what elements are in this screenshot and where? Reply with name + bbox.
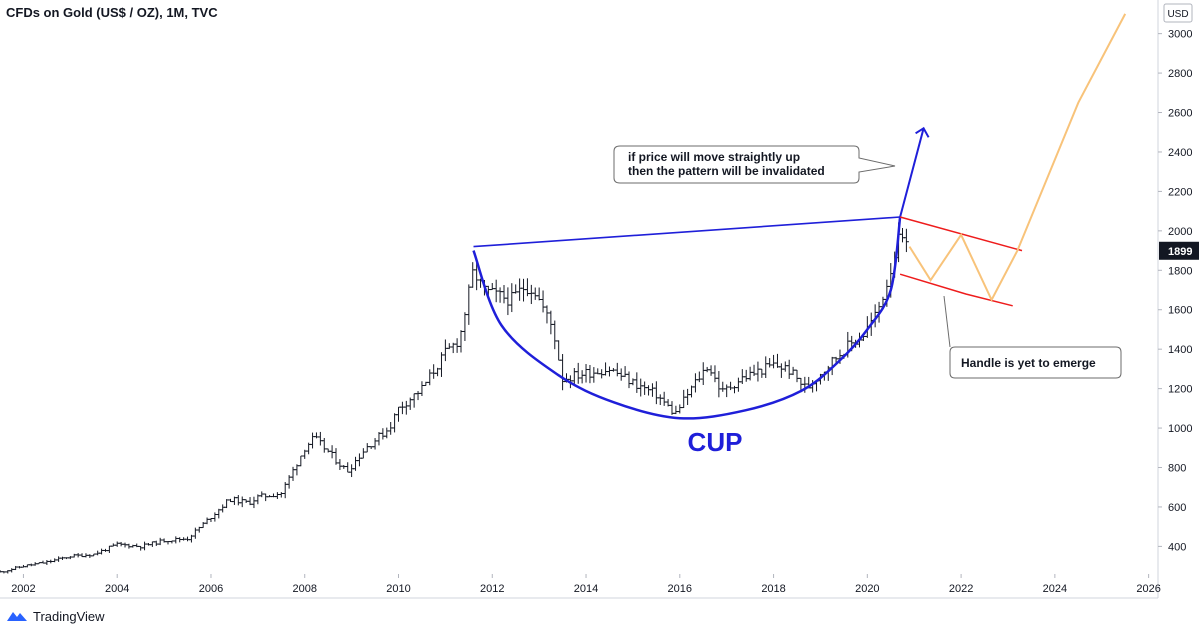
invalidation-callout-box <box>613 145 896 184</box>
tradingview-logo-icon <box>7 612 27 621</box>
time-tick-label: 2024 <box>1043 583 1067 595</box>
cup-label: CUP <box>688 427 743 457</box>
ohlc-bars <box>0 222 909 574</box>
price-tick-label: 3000 <box>1168 29 1192 41</box>
time-tick-label: 2014 <box>574 583 598 595</box>
breakout-arrow <box>899 128 925 218</box>
breakout-arrowhead <box>915 126 930 138</box>
cup-curve <box>472 216 902 420</box>
time-tick-label: 2004 <box>105 583 129 595</box>
price-tick-label: 600 <box>1168 502 1186 514</box>
time-tick-label: 2022 <box>949 583 973 595</box>
time-tick-label: 2006 <box>199 583 223 595</box>
tradingview-brand[interactable]: TradingView <box>6 607 105 625</box>
price-tick-label: 1800 <box>1168 265 1192 277</box>
currency-badge <box>1163 3 1193 23</box>
handle-callout-pointer <box>943 295 951 348</box>
price-tick-label: 2600 <box>1168 108 1192 120</box>
chart-title: CFDs on Gold (US$ / OZ), 1M, TVC <box>6 5 218 20</box>
cup-rim-line <box>473 216 901 248</box>
time-tick-label: 2002 <box>11 583 35 595</box>
price-tick-label: 1200 <box>1168 384 1192 396</box>
price-tick-label: 400 <box>1168 541 1186 553</box>
time-tick-label: 2018 <box>761 583 785 595</box>
invalidation-callout-line2: then the pattern will be invalidated <box>628 164 825 178</box>
handle-callout-box <box>949 346 1122 379</box>
price-tick-label: 1600 <box>1168 305 1192 317</box>
axes-layer: USD 400 600 800 1000 1200 1400 1600 1800 2000 2200… <box>0 0 1199 599</box>
time-tick-label: 2012 <box>480 583 504 595</box>
drawings-layer: CUP if price will move straightly upthen … <box>472 13 1127 457</box>
time-tick-label: 2010 <box>386 583 410 595</box>
time-tick-label: 2026 <box>1136 583 1160 595</box>
last-price-label: 1899 <box>1168 246 1192 258</box>
time-tick-label: 2016 <box>668 583 692 595</box>
projection-path <box>908 13 1127 303</box>
price-tick-label: 2800 <box>1168 68 1192 80</box>
currency-label: USD <box>1167 9 1188 20</box>
price-tick-label: 2200 <box>1168 186 1192 198</box>
price-tick-label: 1400 <box>1168 344 1192 356</box>
handle-callout-text: Handle is yet to emerge <box>961 356 1096 370</box>
price-tick-label: 800 <box>1168 463 1186 475</box>
time-tick-label: 2008 <box>292 583 316 595</box>
last-price-tag <box>1159 241 1199 260</box>
price-tick-label: 1000 <box>1168 423 1192 435</box>
brand-name: TradingView <box>33 608 105 624</box>
time-tick-label: 2020 <box>855 583 879 595</box>
price-tick-label: 2000 <box>1168 226 1192 238</box>
price-tick-label: 2400 <box>1168 147 1192 159</box>
invalidation-callout-line1: if price will move straightly up <box>628 150 800 164</box>
handle-channel-lower <box>899 273 1013 307</box>
